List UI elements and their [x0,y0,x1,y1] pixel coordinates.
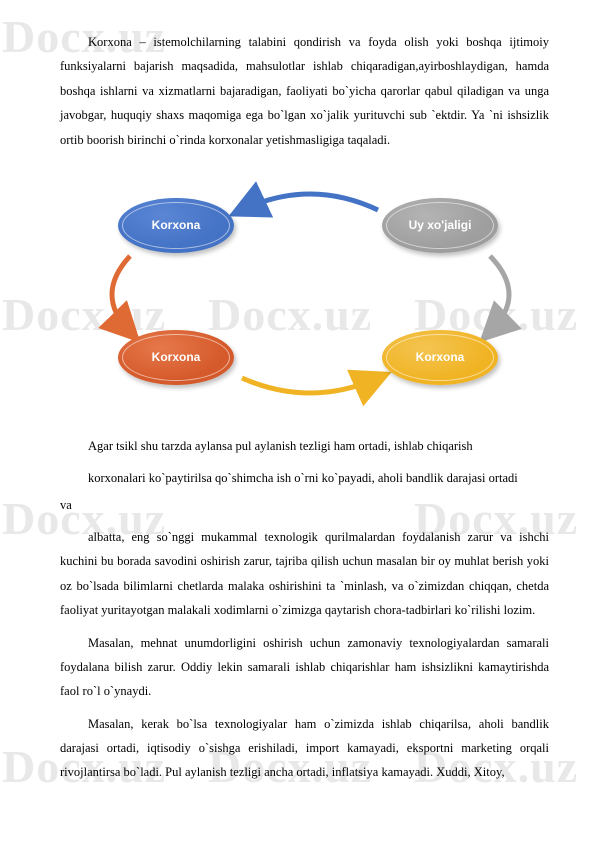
cycle-diagram: Korxona Uy xo'jaligi Korxona Korxona [60,170,549,420]
paragraph-4: albatta, eng so`nggi mukammal texnologik… [60,525,549,623]
arrow-right [490,256,509,332]
arrow-bottom [242,378,378,393]
node-korxona-top-left: Korxona [118,198,234,253]
paragraph-1: Korxona – istemolchilarning talabini qon… [60,30,549,152]
page-content: Korxona – istemolchilarning talabini qon… [0,0,595,823]
arrow-left [112,256,130,332]
paragraph-3b: va [60,493,549,517]
paragraph-2: Agar tsikl shu tarzda aylansa pul aylani… [60,434,549,458]
node-korxona-bottom-left: Korxona [118,330,234,385]
node-korxona-bottom-right: Korxona [382,330,498,385]
node-uy-xojaligi: Uy xo'jaligi [382,198,498,253]
paragraph-3-text: korxonalari ko`paytirilsa qo`shimcha ish… [88,471,518,485]
paragraph-6: Masalan, kerak bo`lsa texnologiyalar ham… [60,712,549,785]
arrow-top [242,194,378,210]
paragraph-5: Masalan, mehnat unumdorligini oshirish u… [60,631,549,704]
paragraph-3: korxonalari ko`paytirilsa qo`shimcha ish… [60,466,549,490]
